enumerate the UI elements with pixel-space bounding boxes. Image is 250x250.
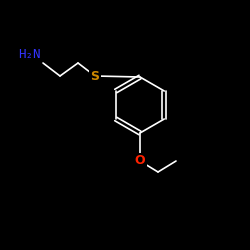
Text: S: S [90,70,100,82]
Text: O: O [135,154,145,168]
Text: H₂N: H₂N [18,48,40,62]
